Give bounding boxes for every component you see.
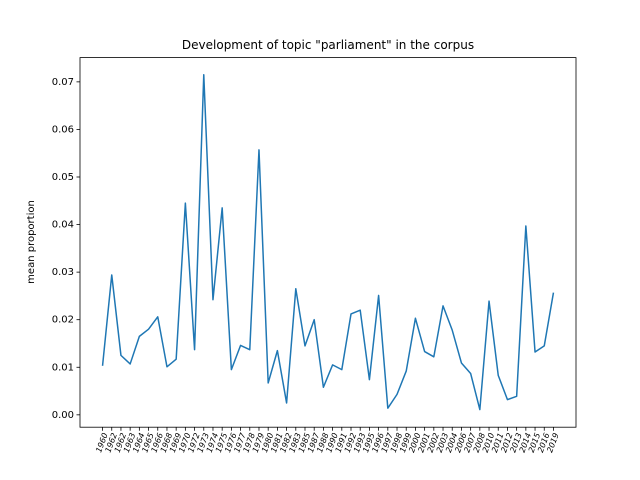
axes-frame [79,57,577,428]
y-tick-label: 0.06 [52,124,74,135]
y-tick-label: 0.04 [52,220,74,231]
data-line [101,73,555,411]
y-tick-label: 0.00 [52,410,74,421]
y-tick-label: 0.05 [52,172,74,183]
y-axis-label: mean proportion [26,200,37,284]
y-tick-label: 0.03 [52,267,74,278]
y-tick-label: 0.01 [52,362,74,373]
y-tick-label: 0.02 [52,315,74,326]
chart-title: Development of topic "parliament" in the… [182,38,474,52]
y-tick-label: 0.07 [52,77,74,88]
